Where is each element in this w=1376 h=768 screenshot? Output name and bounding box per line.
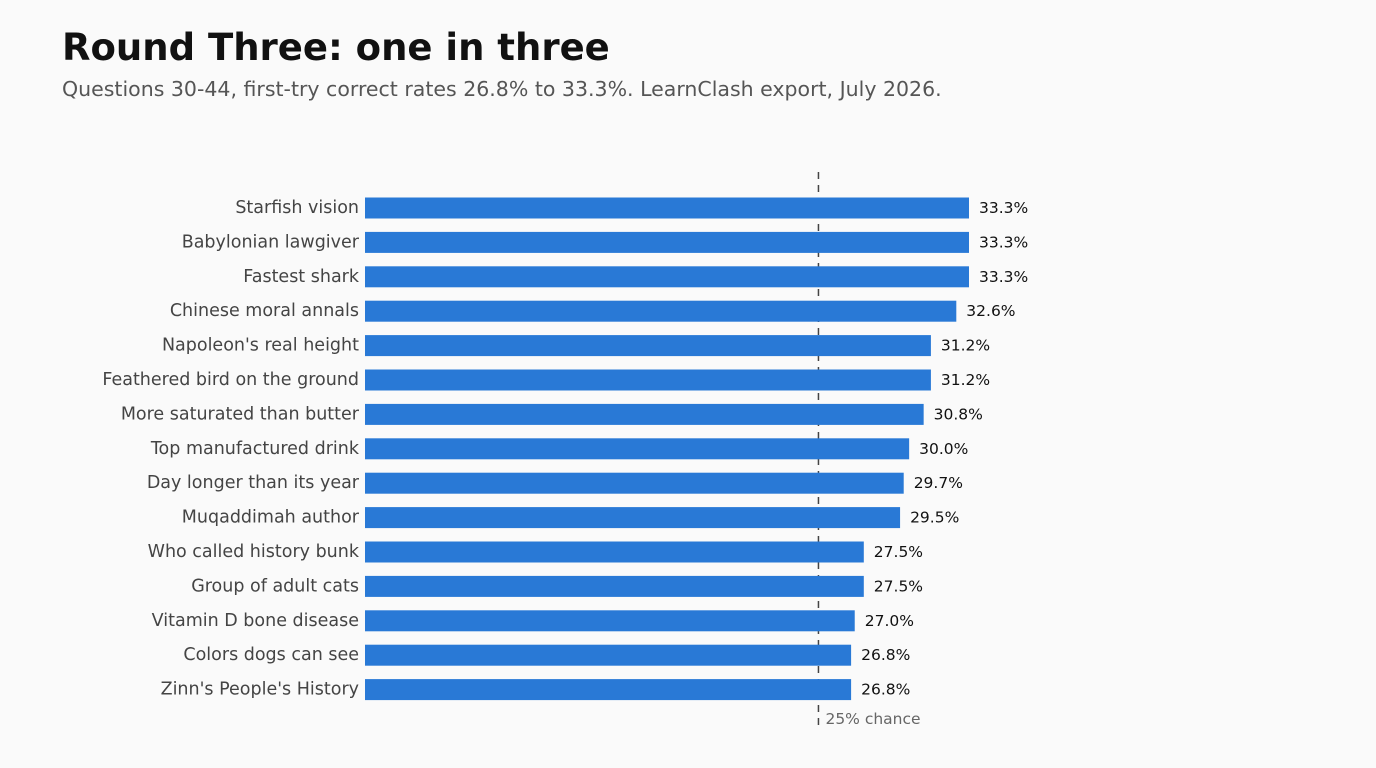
bars-group: Starfish vision 33.3% Babylonian lawgiver 3… (102, 197, 1028, 701)
category-label-napoleon-s-real-height: Napoleon's real height (162, 336, 359, 356)
bar-day-longer-than-its-year (365, 472, 904, 494)
bar-colors-dogs-can-see (365, 644, 852, 666)
bar-vitamin-d-bone-disease (365, 610, 855, 632)
category-label-more-saturated-than-butter: More saturated than butter (121, 404, 360, 424)
bar-feathered-bird-on-the-ground (365, 369, 931, 391)
bar-napoleon-s-real-height (365, 335, 931, 357)
value-label-day-longer-than-its-year: 29.7% (914, 474, 963, 492)
chance-reference-label: 25% chance (825, 710, 920, 728)
value-label-who-called-history-bunk: 27.5% (874, 543, 923, 561)
value-label-napoleon-s-real-height: 31.2% (941, 337, 990, 355)
value-label-starfish-vision: 33.3% (979, 199, 1028, 217)
bar-zinn-s-people-s-history (365, 679, 852, 701)
category-label-who-called-history-bunk: Who called history bunk (148, 542, 360, 562)
bar-more-saturated-than-butter (365, 403, 924, 425)
bar-starfish-vision (365, 197, 969, 219)
bar-muqaddimah-author (365, 507, 901, 529)
bar-who-called-history-bunk (365, 541, 864, 563)
bar-babylonian-lawgiver (365, 231, 969, 253)
category-label-starfish-vision: Starfish vision (235, 198, 359, 218)
value-label-chinese-moral-annals: 32.6% (966, 302, 1015, 320)
category-label-vitamin-d-bone-disease: Vitamin D bone disease (152, 611, 359, 631)
value-label-colors-dogs-can-see: 26.8% (861, 646, 910, 664)
chart-subtitle: Questions 30-44, first-try correct rates… (62, 77, 942, 101)
value-label-feathered-bird-on-the-ground: 31.2% (941, 371, 990, 389)
value-label-zinn-s-people-s-history: 26.8% (861, 681, 910, 699)
value-label-muqaddimah-author: 29.5% (910, 509, 959, 527)
value-label-babylonian-lawgiver: 33.3% (979, 233, 1028, 251)
category-label-chinese-moral-annals: Chinese moral annals (170, 301, 359, 321)
category-label-fastest-shark: Fastest shark (243, 267, 360, 287)
category-label-colors-dogs-can-see: Colors dogs can see (183, 645, 359, 665)
value-label-group-of-adult-cats: 27.5% (874, 577, 923, 595)
chart-title: Round Three: one in three (62, 26, 610, 69)
value-label-fastest-shark: 33.3% (979, 268, 1028, 286)
category-label-top-manufactured-drink: Top manufactured drink (150, 439, 360, 459)
category-label-group-of-adult-cats: Group of adult cats (191, 576, 359, 596)
bar-top-manufactured-drink (365, 438, 910, 460)
bar-fastest-shark (365, 266, 969, 288)
bar-chinese-moral-annals (365, 300, 957, 322)
category-label-muqaddimah-author: Muqaddimah author (182, 508, 360, 528)
category-label-babylonian-lawgiver: Babylonian lawgiver (182, 232, 360, 252)
value-label-more-saturated-than-butter: 30.8% (934, 405, 983, 423)
value-label-top-manufactured-drink: 30.0% (919, 440, 968, 458)
category-label-zinn-s-people-s-history: Zinn's People's History (161, 680, 359, 700)
bar-group-of-adult-cats (365, 575, 864, 597)
category-label-feathered-bird-on-the-ground: Feathered bird on the ground (102, 370, 359, 390)
value-label-vitamin-d-bone-disease: 27.0% (865, 612, 914, 630)
category-label-day-longer-than-its-year: Day longer than its year (147, 473, 360, 493)
